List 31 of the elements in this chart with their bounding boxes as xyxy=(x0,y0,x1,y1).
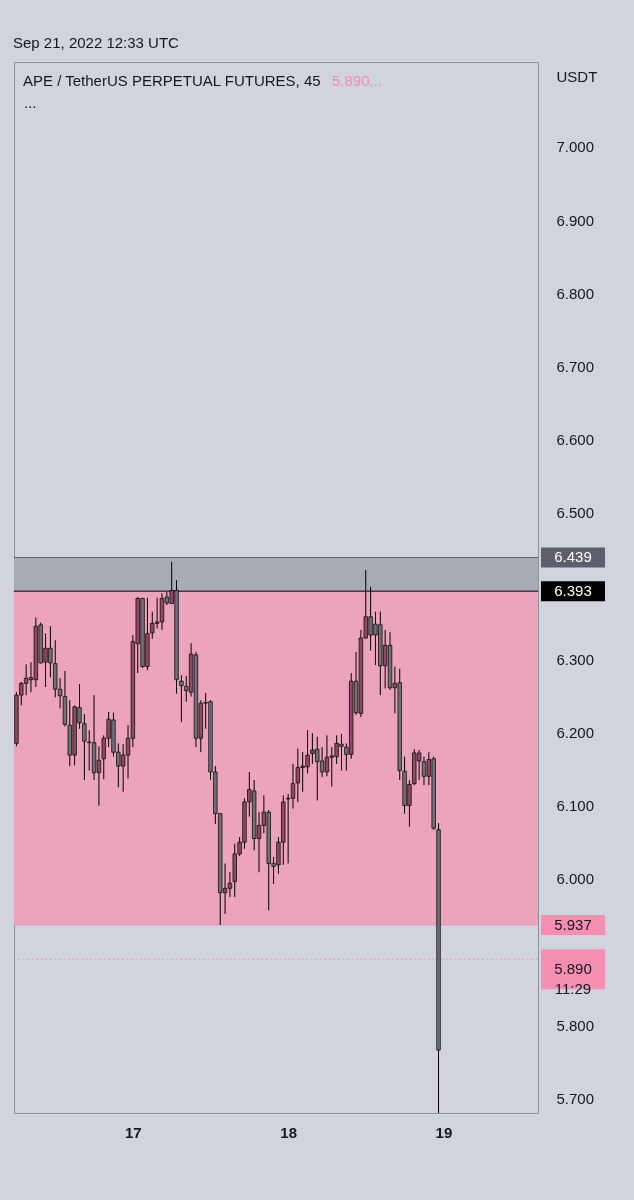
candlestick xyxy=(290,763,296,810)
x-tick-label: 19 xyxy=(435,1123,453,1141)
candlestick xyxy=(324,734,330,777)
x-tick-label: 18 xyxy=(280,1123,297,1141)
y-tick-label: 5.700 xyxy=(556,1089,595,1107)
y-tick-label: 6.900 xyxy=(556,211,595,229)
annotation: 5.890... xyxy=(332,72,383,89)
ref-line-label: 6.393 xyxy=(554,582,592,600)
y-tick-label: 6.500 xyxy=(556,504,595,522)
candlestick xyxy=(421,756,427,786)
ref-line-label: 6.439 xyxy=(554,548,592,566)
candlestick xyxy=(416,749,422,781)
candlestick xyxy=(23,663,29,696)
candlestick xyxy=(319,746,325,778)
y-axis-title: USDT xyxy=(556,67,598,85)
y-tick-label: 6.100 xyxy=(556,797,595,815)
y-tick-label: 6.300 xyxy=(556,650,595,668)
y-tick-label: 6.800 xyxy=(556,284,595,302)
annotation: ... xyxy=(24,94,37,111)
x-tick-label: 17 xyxy=(125,1123,142,1141)
ref-line-label: 5.937 xyxy=(554,915,592,933)
y-tick-label: 6.200 xyxy=(556,723,595,741)
y-tick-label: 6.000 xyxy=(556,870,595,888)
text: Sep 21, 2022 12:33 UTC xyxy=(13,34,180,51)
y-tick-label: 5.800 xyxy=(556,1016,595,1034)
y-tick-label: 7.000 xyxy=(556,138,595,156)
candlestick xyxy=(179,674,184,723)
y-tick-label: 6.600 xyxy=(556,431,595,449)
y-tick-label: 6.700 xyxy=(556,357,595,375)
ref-line-label: 5.890 11:29 xyxy=(554,960,592,998)
text: APE / TetherUS PERPETUAL FUTURES, 45 xyxy=(23,72,321,89)
